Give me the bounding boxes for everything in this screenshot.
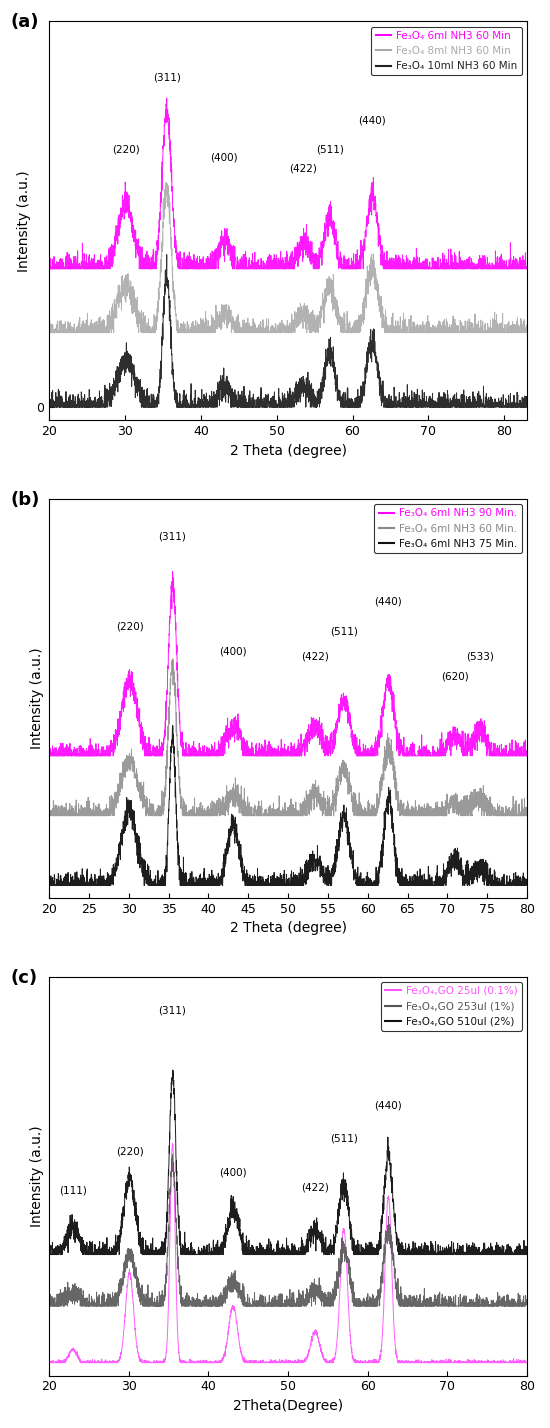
- Text: (511): (511): [330, 1134, 358, 1144]
- Text: (400): (400): [211, 153, 238, 163]
- Text: (a): (a): [11, 13, 40, 31]
- Y-axis label: Intensity (a.u.): Intensity (a.u.): [16, 170, 31, 271]
- X-axis label: 2 Theta (degree): 2 Theta (degree): [229, 444, 346, 458]
- Text: (220): (220): [116, 1147, 144, 1157]
- Text: (400): (400): [219, 1167, 247, 1178]
- Text: (422): (422): [289, 163, 317, 173]
- X-axis label: 2Theta(Degree): 2Theta(Degree): [233, 1399, 343, 1412]
- Text: (440): (440): [359, 116, 386, 126]
- Text: (311): (311): [153, 73, 180, 83]
- Legend: Fe₃O₄ 6ml NH3 60 Min, Fe₃O₄ 8ml NH3 60 Min, Fe₃O₄ 10ml NH3 60 Min: Fe₃O₄ 6ml NH3 60 Min, Fe₃O₄ 8ml NH3 60 M…: [371, 27, 522, 76]
- Text: (511): (511): [316, 144, 344, 154]
- Text: (311): (311): [158, 1005, 186, 1015]
- Legend: Fe₃O₄ 6ml NH3 90 Min., Fe₃O₄ 6ml NH3 60 Min., Fe₃O₄ 6ml NH3 75 Min.: Fe₃O₄ 6ml NH3 90 Min., Fe₃O₄ 6ml NH3 60 …: [375, 504, 522, 553]
- Text: (c): (c): [11, 968, 38, 987]
- Y-axis label: Intensity (a.u.): Intensity (a.u.): [30, 648, 43, 750]
- Text: (422): (422): [301, 1182, 329, 1192]
- Text: (220): (220): [116, 621, 144, 631]
- Legend: Fe₃O₄,GO 25ul (0.1%), Fe₃O₄,GO 253ul (1%), Fe₃O₄,GO 510ul (2%): Fe₃O₄,GO 25ul (0.1%), Fe₃O₄,GO 253ul (1%…: [381, 982, 522, 1031]
- Text: (440): (440): [375, 1101, 402, 1111]
- Text: (533): (533): [466, 651, 494, 661]
- X-axis label: 2 Theta (degree): 2 Theta (degree): [229, 921, 346, 935]
- Text: (620): (620): [441, 671, 469, 681]
- Y-axis label: Intensity (a.u.): Intensity (a.u.): [30, 1125, 43, 1227]
- Text: (220): (220): [112, 144, 140, 154]
- Text: (422): (422): [301, 651, 329, 661]
- Text: (440): (440): [375, 597, 402, 607]
- Text: (b): (b): [11, 491, 40, 508]
- Text: (111): (111): [59, 1185, 87, 1195]
- Text: (400): (400): [219, 645, 247, 655]
- Text: (511): (511): [330, 627, 358, 637]
- Text: (311): (311): [158, 531, 186, 541]
